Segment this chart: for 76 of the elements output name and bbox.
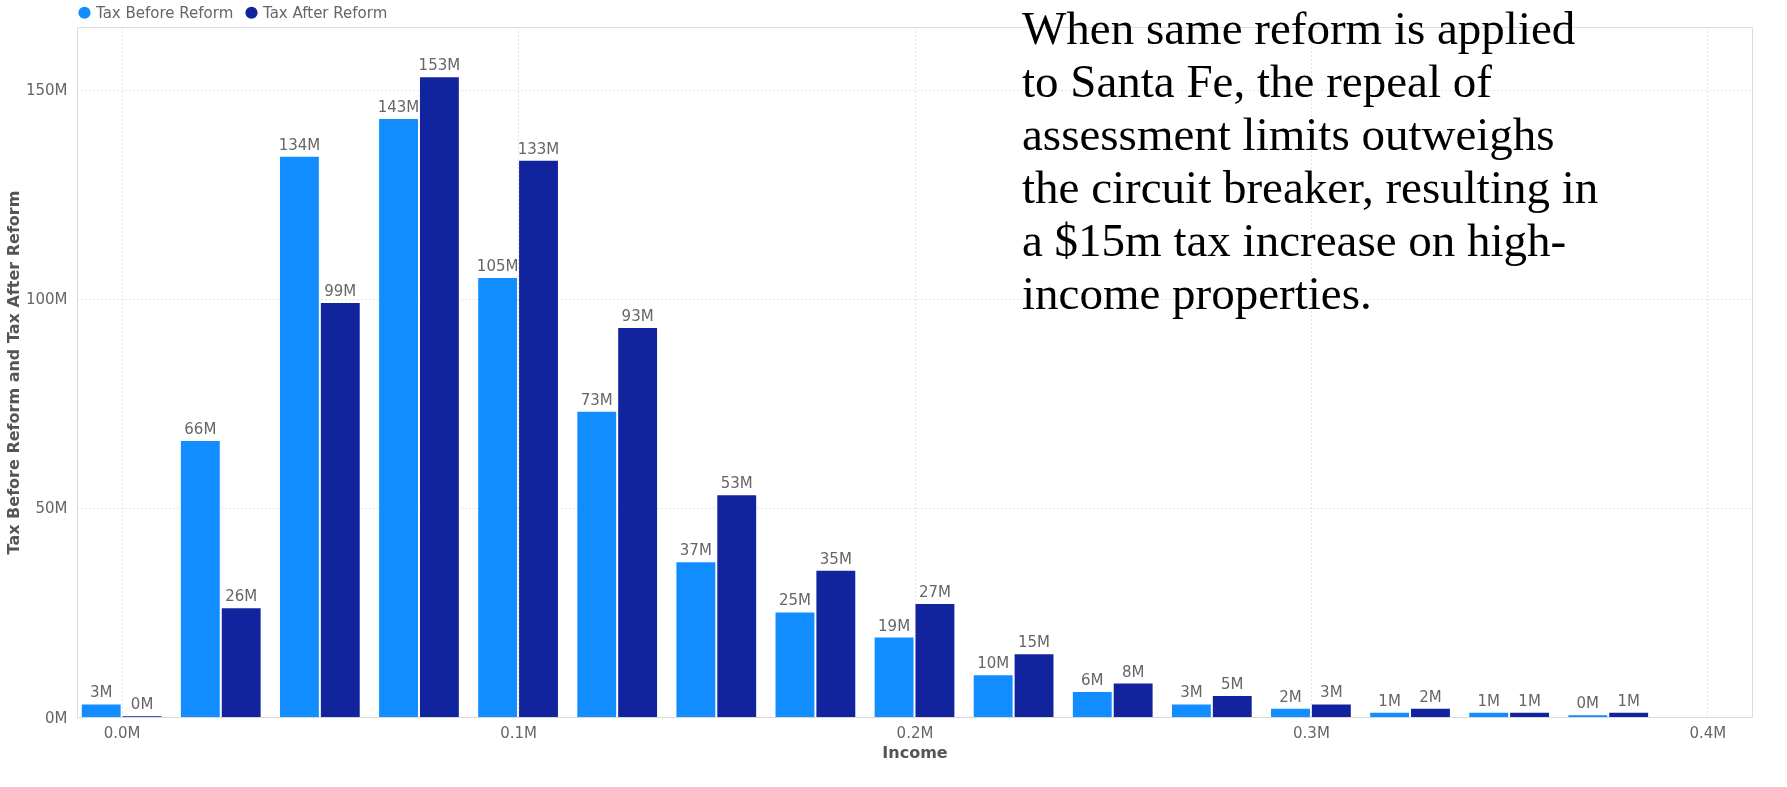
y-tick-label: 100M [25, 290, 68, 309]
bar [1311, 704, 1351, 717]
data-label: 133M [517, 139, 560, 158]
data-label: 1M [1477, 691, 1500, 710]
bar [1171, 704, 1211, 717]
bar [320, 303, 360, 717]
data-label: 99M [324, 282, 357, 300]
data-label: 19M [878, 616, 911, 635]
x-tick-label: 0.4M [1689, 723, 1727, 742]
legend-label: Tax Before Reform [95, 3, 234, 22]
legend-label: Tax After Reform [262, 3, 388, 22]
bar [1072, 691, 1112, 717]
x-tick-label: 0.2M [896, 723, 934, 742]
data-label: 5M [1221, 675, 1244, 694]
y-axis-title: Tax Before Reform and Tax After Reform [3, 190, 23, 555]
data-label: 53M [720, 474, 753, 493]
bar [1469, 712, 1509, 717]
bar [1510, 712, 1550, 717]
x-tick-label: 0.1M [500, 723, 537, 742]
bar [816, 570, 856, 717]
bar [279, 156, 319, 717]
bar [676, 562, 716, 717]
y-tick-label: 150M [25, 81, 68, 100]
data-label: 66M [184, 420, 217, 438]
bar [478, 277, 518, 717]
data-label: 134M [278, 135, 321, 154]
data-label: 0M [130, 695, 154, 714]
x-axis-title: Income [882, 742, 948, 762]
data-label: 3M [89, 683, 113, 702]
bar [1411, 708, 1450, 717]
bar [717, 495, 757, 717]
bar [379, 119, 418, 717]
data-label: 105M [476, 256, 519, 275]
bar [577, 411, 617, 717]
bar [1370, 712, 1410, 717]
bar [618, 328, 658, 717]
data-label: 143M [377, 98, 420, 116]
bar [1271, 708, 1310, 717]
data-label: 2M [1279, 687, 1302, 706]
bar [180, 441, 220, 717]
x-tick-label: 0.3M [1293, 723, 1330, 742]
data-label: 10M [977, 654, 1010, 673]
bar [973, 675, 1013, 717]
bar [915, 604, 955, 717]
bar [221, 608, 261, 717]
data-label: 0M [1576, 694, 1600, 713]
bar [519, 160, 558, 717]
data-label: 27M [918, 583, 951, 602]
data-label: 37M [679, 541, 712, 560]
y-tick-label: 50M [35, 499, 68, 518]
bar [1113, 683, 1153, 717]
data-label: 8M [1121, 662, 1145, 681]
data-label: 73M [580, 390, 613, 409]
data-label: 153M [418, 56, 461, 75]
y-tick-label: 0M [45, 708, 68, 727]
data-label: 93M [621, 307, 654, 326]
x-tick-label: 0.0M [103, 723, 141, 742]
bar [1014, 654, 1054, 717]
data-label: 15M [1018, 633, 1051, 652]
data-label: 25M [778, 591, 811, 610]
bar [1609, 712, 1649, 717]
data-label: 1M [1378, 691, 1401, 710]
data-label: 3M [1320, 683, 1343, 702]
bar [1212, 696, 1252, 717]
data-label: 26M [225, 587, 258, 606]
data-label: 3M [1180, 683, 1203, 702]
bar [775, 612, 815, 717]
data-label: 2M [1419, 687, 1442, 706]
bar [81, 704, 121, 717]
data-label: 1M [1617, 691, 1640, 710]
annotation: When same reform is applied to Santa Fe, the repeal of assessment limits outweighs the circuit breaker, resulting in a $15m tax increase on high- income properties. [1022, 2, 1599, 319]
data-label: 6M [1081, 670, 1104, 689]
data-label: 1M [1518, 691, 1541, 710]
bar [874, 637, 914, 717]
bar [419, 77, 459, 717]
data-label: 35M [819, 549, 852, 568]
